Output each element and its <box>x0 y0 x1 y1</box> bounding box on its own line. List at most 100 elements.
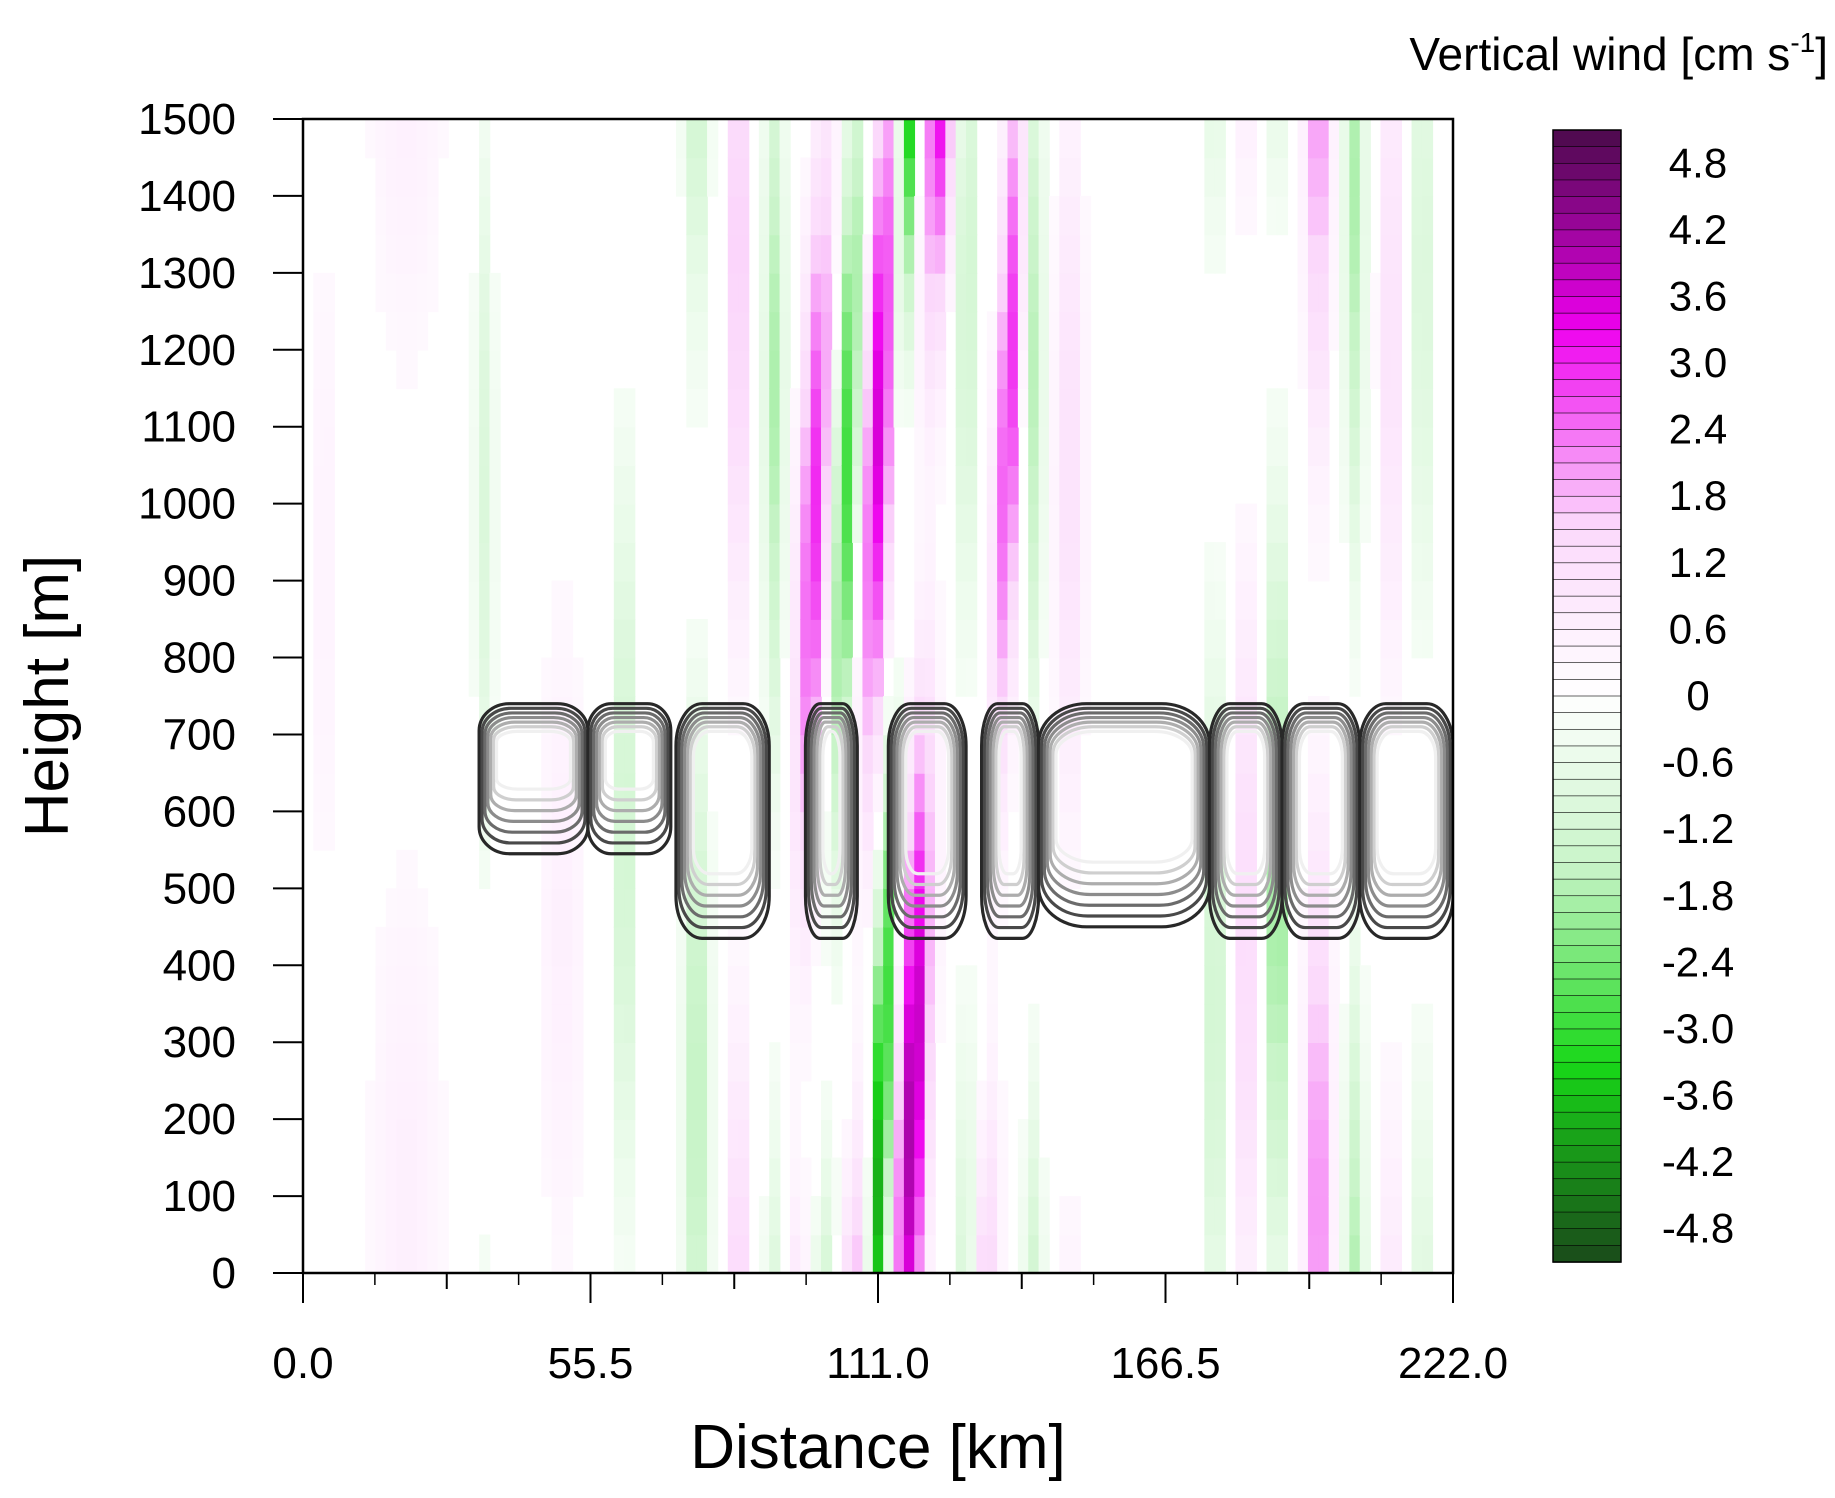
heatmap-cell <box>914 1234 926 1273</box>
heatmap-cell <box>541 696 553 736</box>
heatmap-cell <box>997 888 1009 928</box>
heatmap-cell <box>1339 195 1351 236</box>
heatmap-cell <box>841 119 853 159</box>
heatmap-cell <box>914 195 926 236</box>
heatmap-cell <box>1339 272 1351 313</box>
heatmap-cell <box>479 542 491 582</box>
heatmap-cell <box>862 619 874 659</box>
heatmap-cell <box>852 272 864 313</box>
heatmap-cell <box>1235 1003 1247 1043</box>
contour-line <box>677 706 768 930</box>
heatmap-cell <box>1235 888 1247 928</box>
heatmap-cell <box>613 696 625 736</box>
heatmap-cell <box>1214 619 1226 659</box>
heatmap-cell <box>903 349 916 390</box>
heatmap-cell <box>841 465 853 505</box>
heatmap-cell <box>883 388 895 428</box>
heatmap-cell <box>831 465 843 505</box>
heatmap-cell <box>551 888 563 928</box>
heatmap-cell <box>779 619 791 659</box>
heatmap-cell <box>893 926 905 967</box>
heatmap-cell <box>769 734 781 774</box>
heatmap-cell <box>479 503 491 543</box>
heatmap-cell <box>1235 119 1247 159</box>
heatmap-cell <box>1421 1196 1434 1236</box>
heatmap-cell <box>1359 1080 1371 1120</box>
heatmap-cell <box>800 1042 812 1082</box>
heatmap-cell <box>914 1157 926 1197</box>
heatmap-cell <box>1059 503 1071 543</box>
colorbar-swatch <box>1552 1145 1622 1163</box>
heatmap-cell <box>1307 1003 1320 1043</box>
heatmap-cell <box>385 1234 398 1273</box>
heatmap-cell <box>1359 119 1371 159</box>
heatmap-cell <box>468 619 480 659</box>
heatmap-cell <box>489 272 501 313</box>
heatmap-cell <box>1245 1042 1257 1082</box>
heatmap-cell <box>1359 1042 1371 1082</box>
heatmap-cell <box>789 772 802 813</box>
heatmap-cell <box>800 426 812 466</box>
heatmap-cell <box>966 195 978 236</box>
colorbar-swatch <box>1552 679 1622 697</box>
heatmap-cell <box>966 1157 978 1197</box>
heatmap-cell <box>738 311 750 351</box>
heatmap-cell <box>416 1119 429 1159</box>
heatmap-cell <box>893 1119 905 1159</box>
heatmap-cell <box>862 734 874 774</box>
heatmap-layer <box>313 119 1434 1273</box>
heatmap-cell <box>862 503 874 543</box>
heatmap-cell <box>613 734 625 774</box>
heatmap-cell <box>613 772 625 813</box>
heatmap-cell <box>821 234 833 274</box>
heatmap-cell <box>1235 734 1247 774</box>
heatmap-cell <box>852 234 864 274</box>
colorbar-swatch <box>1552 579 1622 597</box>
heatmap-cell <box>779 580 791 620</box>
heatmap-cell <box>914 426 926 466</box>
colorbar-label: 3.0 <box>1669 339 1727 386</box>
heatmap-cell <box>831 1157 843 1197</box>
colorbar-swatch <box>1552 129 1622 148</box>
heatmap-cell <box>789 1080 802 1120</box>
heatmap-cell <box>1038 465 1050 505</box>
heatmap-cell <box>416 1003 429 1043</box>
heatmap-cell <box>997 1157 1009 1197</box>
heatmap-cell <box>686 1234 698 1273</box>
heatmap-cell <box>1059 272 1071 313</box>
heatmap-cell <box>1204 1196 1216 1236</box>
heatmap-cell <box>572 888 584 928</box>
heatmap-cell <box>997 388 1009 428</box>
heatmap-cell <box>624 1119 636 1159</box>
heatmap-cell <box>624 696 636 736</box>
heatmap-cell <box>852 696 864 736</box>
heatmap-cell <box>1307 811 1320 851</box>
heatmap-cell <box>696 1234 708 1273</box>
heatmap-cell <box>758 311 771 351</box>
heatmap-cell <box>872 580 884 620</box>
heatmap-cell <box>375 1157 387 1197</box>
colorbar-swatch <box>1552 995 1622 1013</box>
heatmap-cell <box>1235 619 1247 659</box>
heatmap-cell <box>934 926 947 967</box>
colorbar-swatch <box>1552 162 1622 181</box>
heatmap-cell <box>468 657 480 697</box>
heatmap-cell <box>883 1234 895 1273</box>
heatmap-cell <box>1038 619 1050 659</box>
heatmap-cell <box>883 234 895 274</box>
colorbar-swatch <box>1552 1245 1622 1263</box>
heatmap-cell <box>1017 234 1030 274</box>
heatmap-cell <box>541 772 553 813</box>
heatmap-cell <box>406 1003 418 1043</box>
heatmap-cell <box>738 349 750 390</box>
heatmap-cell <box>541 1157 553 1197</box>
heatmap-cell <box>1214 926 1226 967</box>
heatmap-cell <box>1380 195 1392 236</box>
heatmap-cell <box>800 311 812 351</box>
heatmap-cell <box>955 580 967 620</box>
contour-line <box>680 711 766 919</box>
heatmap-cell <box>738 1003 750 1043</box>
heatmap-cell <box>1307 234 1320 274</box>
heatmap-cell <box>800 542 812 582</box>
colorbar-label: 1.2 <box>1669 539 1727 586</box>
